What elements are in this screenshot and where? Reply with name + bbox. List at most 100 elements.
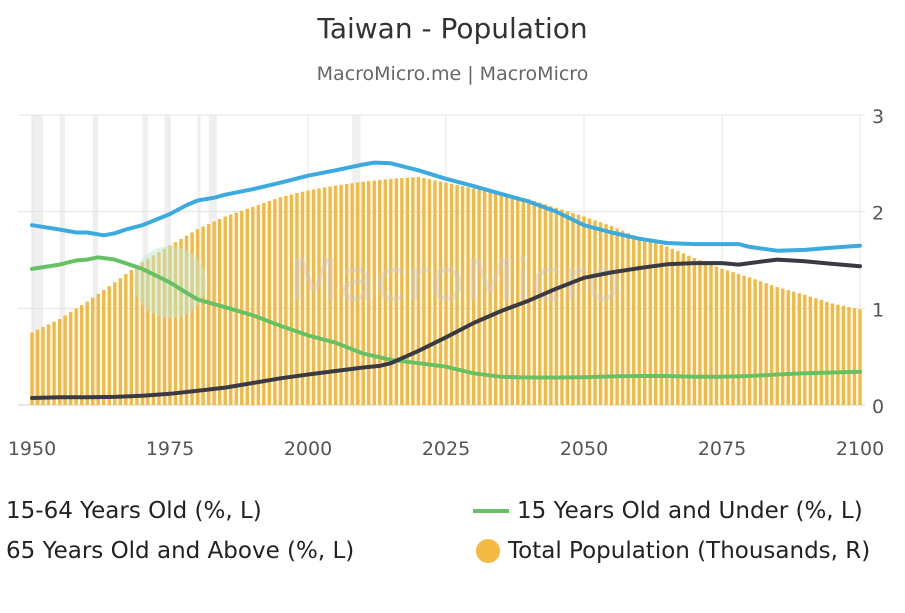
population-bar [201, 226, 205, 405]
population-bar [781, 288, 785, 405]
population-bar [620, 230, 625, 405]
population-bar [488, 191, 492, 405]
population-bar [510, 195, 514, 405]
population-bar [477, 189, 481, 405]
legend-item-under-15[interactable]: 15 Years Old and Under (%, L) [473, 498, 863, 524]
population-bar [190, 232, 194, 405]
population-bar [206, 224, 211, 405]
population-bar [52, 321, 56, 405]
population-bar [764, 283, 768, 405]
population-bar [422, 178, 426, 405]
chart-plot: 0 1 2 3 MacroMicro 1950 1975 2000 2025 2050 2075 21… [8, 106, 884, 460]
x-axis-tick-label: 1975 [146, 438, 194, 460]
x-axis-tick-label: 2050 [560, 438, 608, 460]
population-bar [394, 178, 399, 405]
population-bar [792, 291, 796, 405]
population-bar [593, 220, 597, 405]
shaded-band [92, 115, 99, 405]
population-bar [499, 193, 503, 405]
population-bar [615, 228, 619, 405]
population-bar [146, 258, 150, 405]
population-bar [173, 242, 178, 405]
population-bar [819, 300, 824, 405]
legend-dot-symbol [476, 539, 500, 563]
right-axis-tick-label: 0 [872, 396, 884, 418]
watermark-text: MacroMicro [289, 246, 621, 314]
legend-item-65-plus[interactable]: 65 Years Old and Above (%, L) [6, 538, 354, 564]
population-bar [57, 318, 62, 405]
chart-title: Taiwan - Population [317, 12, 588, 45]
series-line-1 [30, 255, 862, 380]
population-bar [692, 258, 697, 405]
population-bar [438, 181, 443, 405]
population-bar [355, 182, 360, 405]
population-bar [411, 177, 415, 405]
population-bar [179, 238, 183, 405]
legend-line-symbol [473, 509, 509, 513]
population-bar [582, 216, 586, 405]
population-bar [676, 251, 680, 405]
population-bar [654, 242, 658, 405]
population-bar [852, 308, 857, 405]
population-bar [626, 233, 630, 405]
population-bar [162, 248, 167, 405]
population-bar [240, 210, 244, 405]
population-bar [245, 208, 249, 405]
population-bar [68, 312, 73, 405]
population-bar [587, 218, 592, 405]
legend-label-65-plus: 65 Years Old and Above (%, L) [6, 538, 355, 564]
population-bar [786, 290, 790, 405]
population-bar [102, 289, 106, 405]
population-bar [543, 204, 548, 405]
legend-area: 15-64 Years Old (%, L) 15 Years Old and … [0, 490, 905, 580]
population-bar [107, 286, 111, 405]
population-bar [212, 221, 216, 405]
population-bar [378, 179, 382, 405]
right-axis-tick-label: 3 [872, 106, 884, 128]
shaded-band [59, 115, 66, 405]
population-bar [858, 309, 862, 405]
population-bar [135, 265, 139, 405]
population-bar [30, 332, 34, 405]
population-bar [571, 213, 575, 405]
population-bar [405, 177, 410, 405]
population-bar [300, 191, 305, 405]
population-bar [151, 255, 156, 405]
population-bar [836, 304, 840, 405]
population-bar [79, 305, 84, 405]
population-bar [775, 287, 779, 405]
population-bar [328, 186, 332, 405]
population-bar [648, 241, 652, 405]
population-bar [339, 184, 343, 405]
population-bar [554, 207, 559, 405]
population-bar [322, 187, 327, 405]
legend-item-total-population[interactable]: Total Population (Thousands, R) [476, 538, 870, 564]
population-bar [604, 224, 608, 405]
x-axis-tick-label: 2075 [698, 438, 746, 460]
population-bar [714, 266, 719, 405]
population-bar [278, 197, 283, 405]
population-bar [471, 188, 476, 405]
population-bar [46, 324, 51, 405]
population-bar [532, 200, 537, 405]
population-bar [814, 298, 818, 405]
population-bar [217, 219, 222, 405]
population-bar [731, 272, 735, 405]
population-bar [223, 216, 227, 405]
population-bar [598, 222, 603, 405]
population-bar [41, 327, 45, 405]
population-bar [549, 206, 553, 405]
population-bar [284, 195, 288, 405]
right-axis-tick-label: 2 [872, 203, 884, 225]
population-bar [416, 176, 421, 405]
legend-item-15-64[interactable]: 15-64 Years Old (%, L) [6, 498, 262, 524]
population-bar [317, 188, 321, 405]
population-bar [665, 246, 669, 405]
x-axis-tick-label: 2000 [284, 438, 332, 460]
population-bar [742, 275, 746, 405]
legend-label-15-64: 15-64 Years Old (%, L) [6, 498, 262, 524]
population-bar [63, 315, 67, 405]
population-bar [129, 270, 134, 405]
population-bar [455, 184, 459, 405]
population-bar [830, 303, 835, 405]
